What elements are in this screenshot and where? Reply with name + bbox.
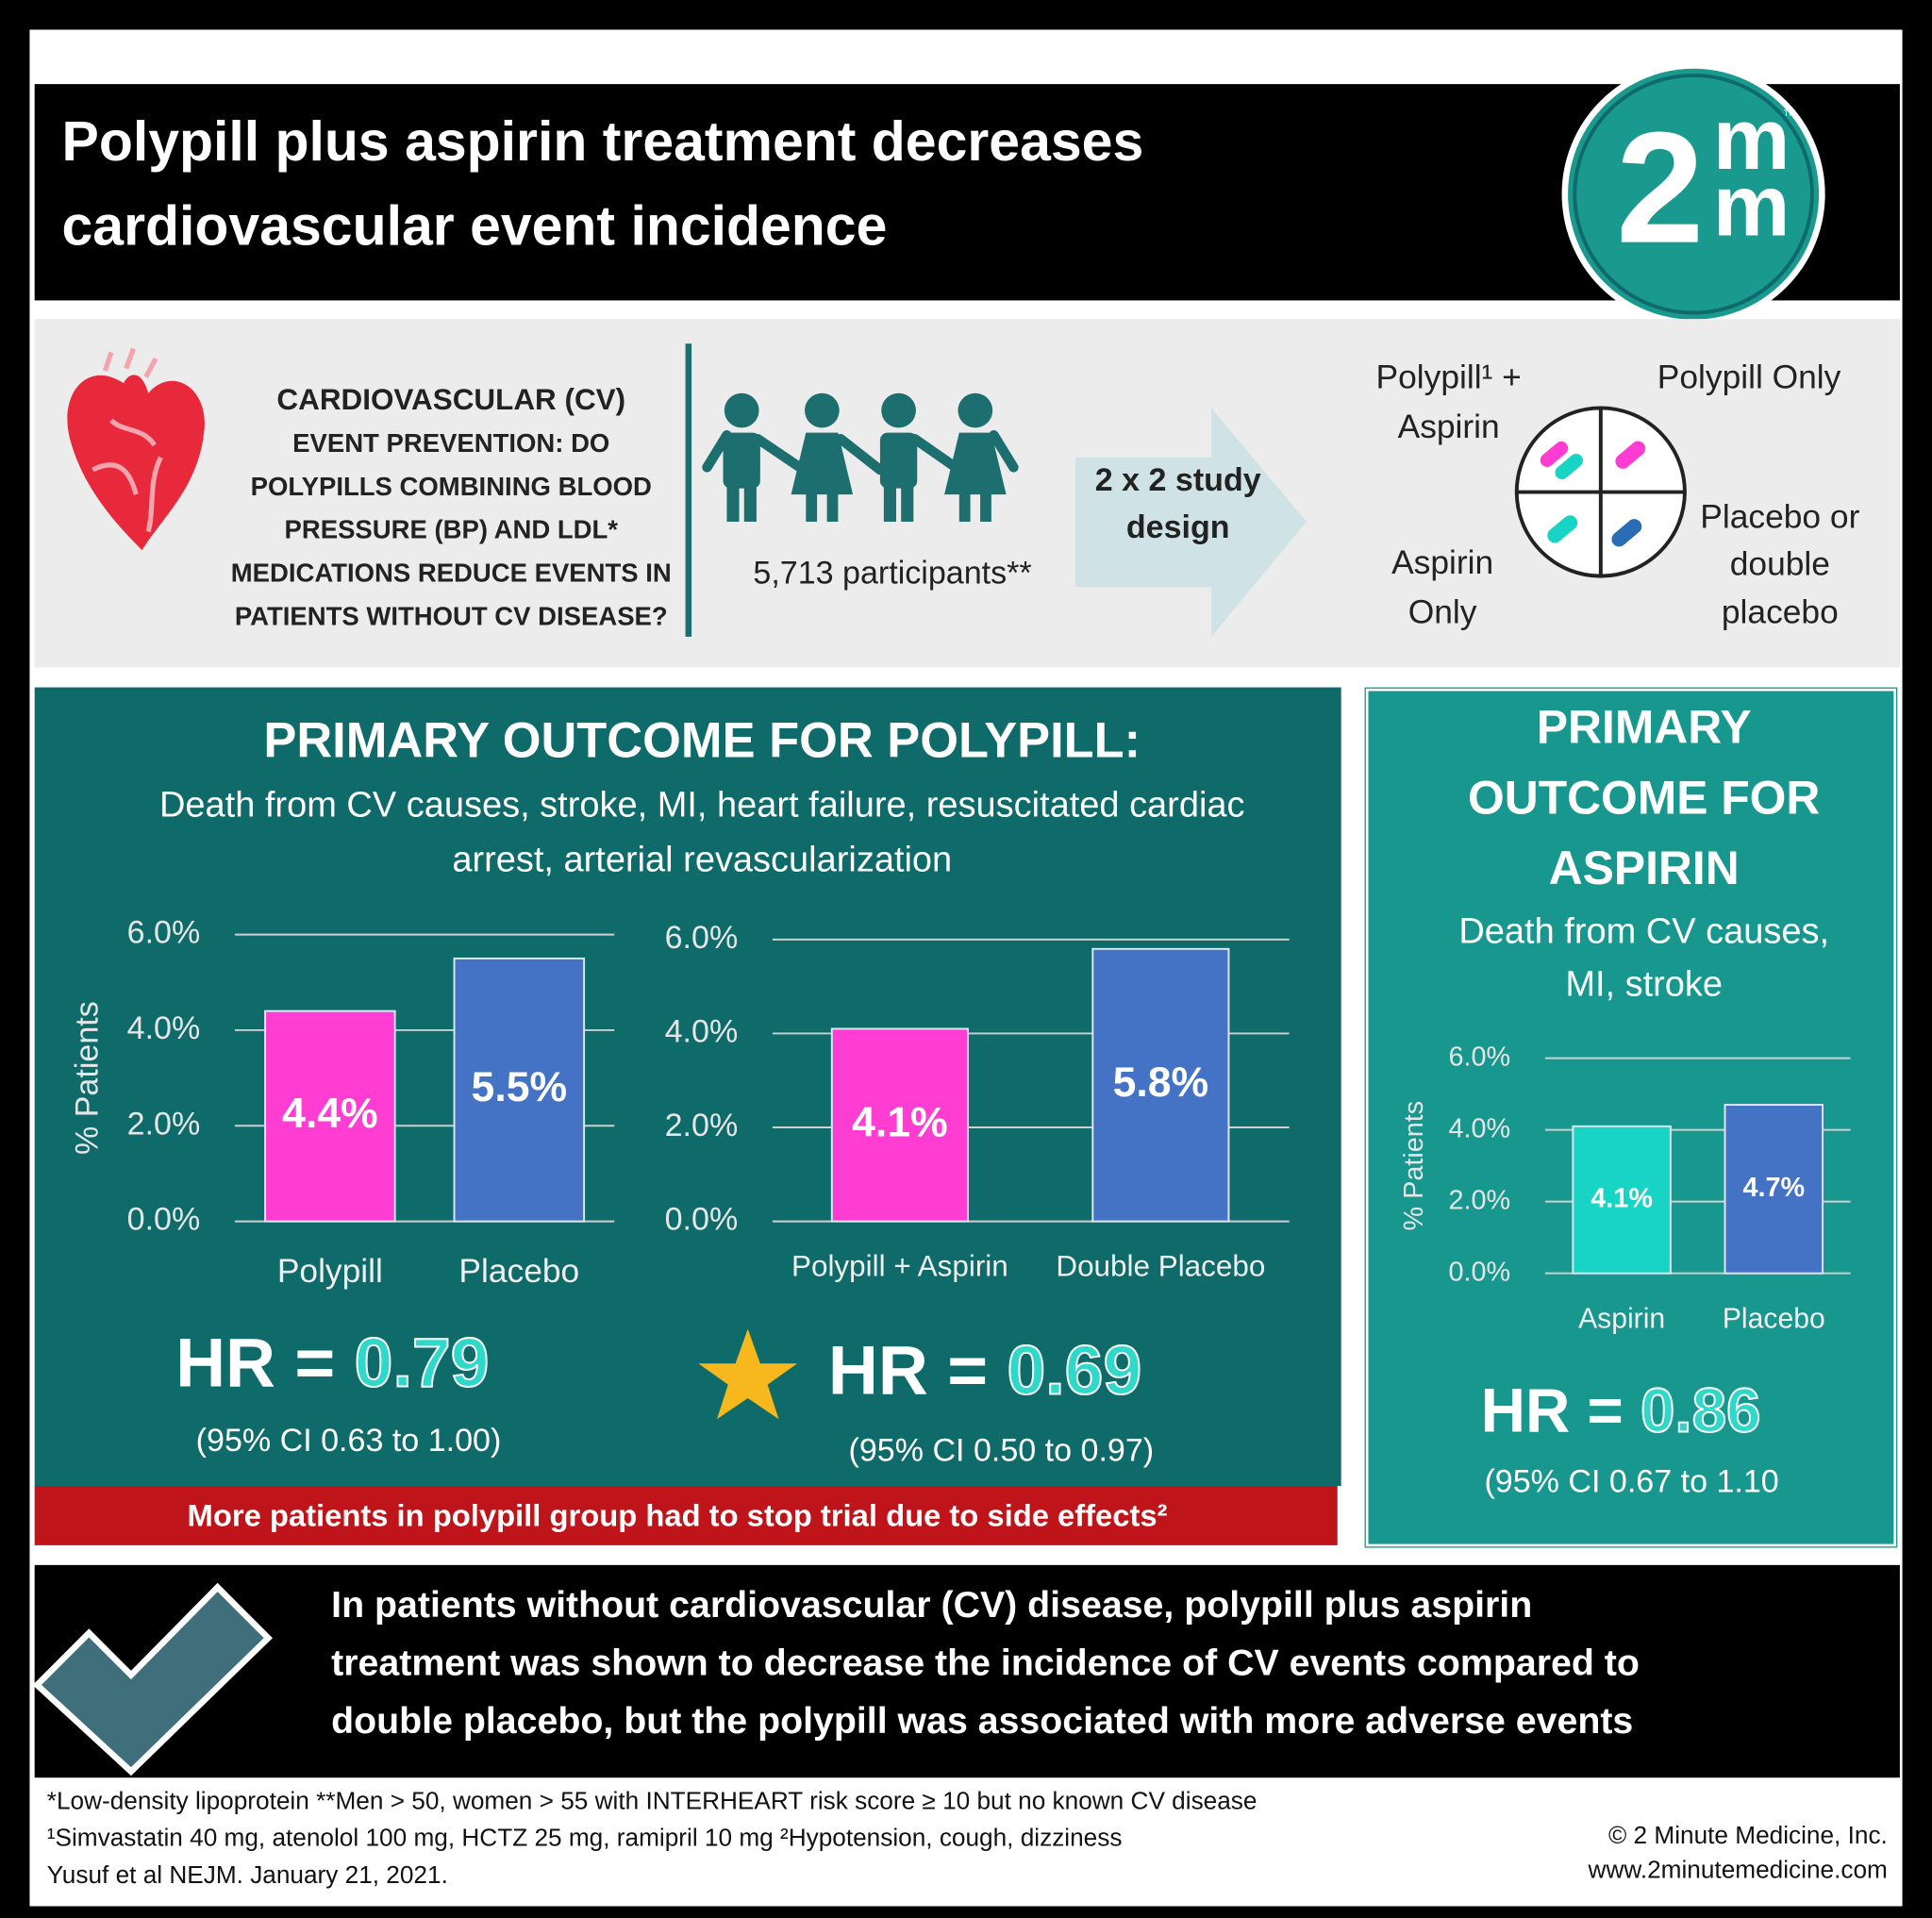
ci: (95% CI 0.63 to 1.00): [196, 1423, 502, 1459]
bar: [1572, 1125, 1672, 1275]
panel-title: PRIMARY: [1537, 701, 1752, 754]
title: Polypill plus aspirin treatment decrease…: [62, 111, 1144, 173]
hr-value: 0.79: [355, 1325, 490, 1402]
arrow: [1074, 408, 1307, 637]
group-label: Polypill¹ +: [1376, 359, 1522, 396]
bar: [453, 957, 586, 1223]
value-label: 5.5%: [472, 1064, 568, 1110]
group-label: Only: [1408, 594, 1477, 631]
logo-digit: 2: [1616, 99, 1704, 276]
group-label: Aspirin: [1391, 544, 1493, 581]
y-tick-label: 2.0%: [1449, 1185, 1511, 1215]
logo-trademark: TM: [1784, 108, 1796, 118]
bar: [1091, 947, 1230, 1223]
y-tick-label: 2.0%: [127, 1106, 201, 1142]
y-tick-label: 0.0%: [665, 1202, 739, 1238]
panel-subtitle: arrest, arterial revascularization: [452, 840, 952, 879]
hr-value: 0.86: [1641, 1376, 1760, 1445]
question: PATIENTS WITHOUT CV DISEASE?: [235, 601, 668, 630]
question: CARDIOVASCULAR (CV): [276, 383, 625, 416]
participants: 5,713 participants**: [753, 555, 1031, 591]
footnote: ¹Simvastatin 40 mg, atenolol 100 mg, HCT…: [47, 1824, 1123, 1852]
conclusion: double placebo, but the polypill was ass…: [331, 1700, 1633, 1742]
value-label: 4.7%: [1742, 1173, 1805, 1203]
y-tick-label: 4.0%: [665, 1013, 739, 1049]
value-label: 4.4%: [282, 1091, 378, 1137]
conclusion: treatment was shown to decrease the inci…: [331, 1642, 1640, 1683]
group-label: Polypill Only: [1657, 359, 1841, 396]
group-label: placebo: [1722, 594, 1839, 631]
x-tick-label: Aspirin: [1578, 1303, 1665, 1334]
checkmark: [32, 1582, 273, 1776]
y-tick-label: 0.0%: [127, 1202, 201, 1238]
value-label: 5.8%: [1113, 1059, 1209, 1106]
x-tick-label: Polypill: [277, 1253, 383, 1290]
title: cardiovascular event incidence: [62, 195, 888, 257]
ci: (95% CI 0.50 to 0.97): [849, 1433, 1155, 1469]
y-axis-title: % Patients: [1399, 1101, 1429, 1231]
credit: www.2minutemedicine.com: [1588, 1856, 1888, 1884]
x-tick-label: Placebo: [1723, 1303, 1825, 1334]
conclusion: In patients without cardiovascular (CV) …: [331, 1584, 1532, 1626]
star: [698, 1328, 798, 1420]
y-tick-label: 0.0%: [1449, 1257, 1511, 1287]
hr-label: HR =: [1481, 1376, 1624, 1445]
value-label: 4.1%: [1591, 1183, 1653, 1213]
question: POLYPILLS COMBINING BLOOD: [251, 472, 652, 501]
group-label: Aspirin: [1398, 409, 1500, 445]
bar: [830, 1027, 969, 1223]
value-label: 4.1%: [852, 1099, 948, 1145]
hr: HR = 0.86: [1481, 1376, 1761, 1445]
group-label: Placebo or: [1700, 499, 1859, 536]
design-text: design: [1126, 509, 1230, 545]
hr: HR = 0.79: [175, 1325, 489, 1402]
heart-icon: [67, 375, 205, 551]
heart-veins: [92, 347, 163, 533]
panel-title: PRIMARY OUTCOME FOR POLYPILL:: [263, 714, 1141, 769]
group-label: double: [1730, 545, 1830, 582]
credit: © 2 Minute Medicine, Inc.: [1608, 1821, 1888, 1849]
footnote: Yusuf et al NEJM. January 21, 2021.: [47, 1860, 448, 1889]
panel-title: OUTCOME FOR: [1468, 771, 1820, 824]
x-tick-label: Polypill + Aspirin: [791, 1250, 1008, 1283]
quadrant-diagram: [1514, 406, 1687, 578]
panel-subtitle: MI, stroke: [1565, 965, 1723, 1005]
ci: (95% CI 0.67 to 1.10: [1484, 1463, 1778, 1499]
design-text: 2 x 2 study: [1095, 462, 1261, 498]
hr: HR = 0.69: [828, 1332, 1141, 1409]
aspirin-panel-border: [1365, 688, 1897, 1547]
y-tick-label: 4.0%: [1449, 1113, 1511, 1143]
y-tick-label: 2.0%: [665, 1108, 739, 1143]
x-tick-label: Double Placebo: [1056, 1250, 1265, 1283]
logo-letter: m: [1713, 158, 1790, 255]
question: MEDICATIONS REDUCE EVENTS IN: [231, 559, 672, 588]
logo-letter: m: [1713, 92, 1790, 188]
hr-value: 0.69: [1007, 1332, 1141, 1409]
y-tick-label: 6.0%: [665, 920, 739, 956]
logo-ring: [1573, 73, 1814, 315]
warning: More patients in polypill group had to s…: [188, 1498, 1168, 1533]
y-tick-label: 4.0%: [127, 1010, 201, 1046]
hr-label: HR =: [828, 1332, 988, 1409]
question: EVENT PREVENTION: DO: [292, 428, 609, 458]
panel-title: ASPIRIN: [1549, 842, 1740, 894]
question: PRESSURE (BP) AND LDL*: [285, 515, 619, 544]
x-tick-label: Placebo: [458, 1253, 579, 1290]
conclusion-band: [34, 1564, 1900, 1778]
warning-band: [34, 1486, 1338, 1545]
people-icon: [702, 392, 1019, 522]
bar: [264, 1009, 396, 1223]
y-tick-label: 6.0%: [1449, 1042, 1511, 1072]
footnote: *Low-density lipoprotein **Men > 50, wom…: [47, 1786, 1257, 1814]
y-axis-title: % Patients: [69, 1001, 105, 1155]
hr-label: HR =: [175, 1325, 335, 1402]
y-tick-label: 6.0%: [127, 915, 201, 951]
panel-subtitle: Death from CV causes, stroke, MI, heart …: [159, 786, 1245, 826]
bar: [1724, 1104, 1824, 1275]
panel-subtitle: Death from CV causes,: [1458, 911, 1829, 951]
